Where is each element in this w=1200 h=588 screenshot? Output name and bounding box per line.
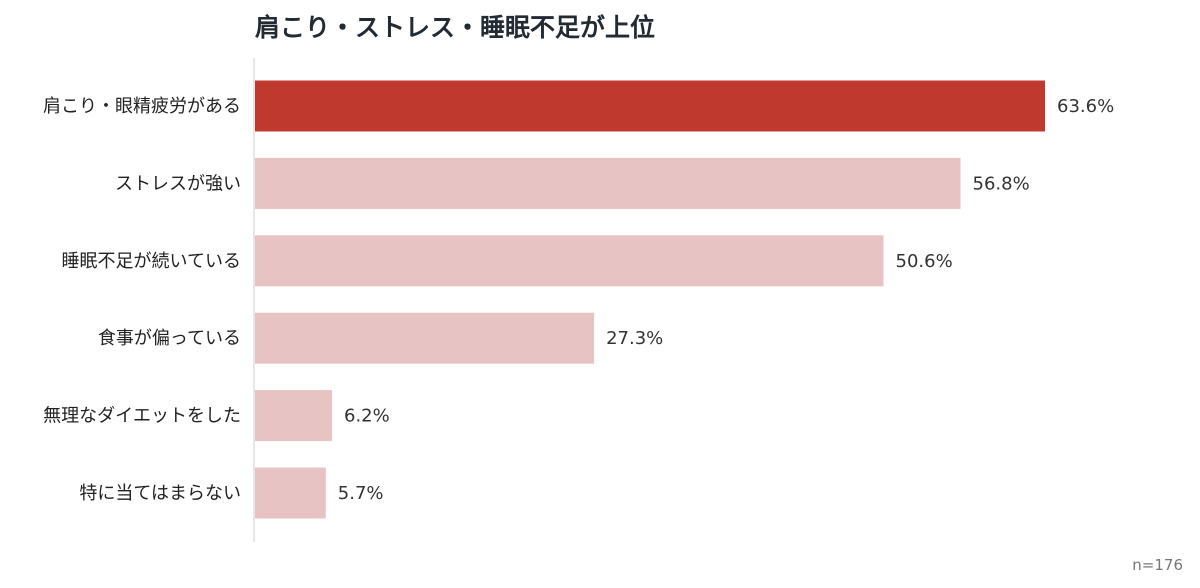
bar-0	[255, 80, 1045, 132]
value-label-5: 5.7%	[338, 483, 384, 504]
bar-4	[255, 390, 333, 442]
category-label-3: 食事が偏っている	[98, 328, 241, 349]
category-label-0: 肩こり・眼精疲労がある	[43, 96, 241, 117]
category-label-2: 睡眠不足が続いている	[62, 251, 241, 272]
value-label-3: 27.3%	[606, 328, 663, 349]
bar-3	[255, 312, 595, 364]
value-label-1: 56.8%	[973, 173, 1030, 194]
category-label-5: 特に当てはまらない	[79, 483, 241, 504]
bars-group: 肩こり・眼精疲労がある 63.6% ストレスが強い 56.8% 睡眠不足が続いている 50…	[43, 80, 1114, 519]
bar-1	[255, 157, 961, 209]
bar-5	[255, 467, 326, 519]
value-label-4: 6.2%	[344, 406, 390, 427]
chart-title: 肩こり・ストレス・睡眠不足が上位	[255, 13, 655, 42]
value-label-0: 63.6%	[1057, 96, 1114, 117]
value-label-2: 50.6%	[896, 251, 953, 272]
bar-2	[255, 235, 884, 287]
sample-size-note: n=176	[1132, 556, 1183, 574]
category-label-1: ストレスが強い	[115, 173, 241, 194]
category-label-4: 無理なダイエットをした	[43, 406, 241, 427]
